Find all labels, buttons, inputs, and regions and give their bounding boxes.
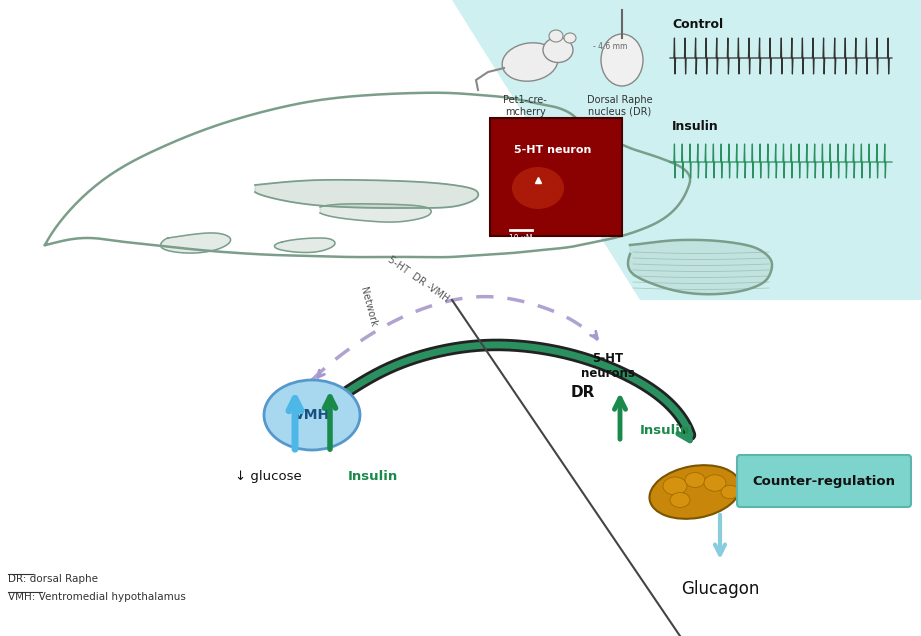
- Ellipse shape: [564, 33, 576, 43]
- Polygon shape: [274, 238, 335, 252]
- Polygon shape: [160, 233, 230, 253]
- Text: DR: dorsal Raphe: DR: dorsal Raphe: [8, 574, 98, 584]
- Text: 5-HT
neurons: 5-HT neurons: [581, 352, 635, 380]
- Text: Dorsal Raphe
nucleus (DR): Dorsal Raphe nucleus (DR): [588, 95, 653, 116]
- Text: - 4.6 mm: - 4.6 mm: [593, 42, 627, 51]
- Text: Network: Network: [358, 286, 379, 328]
- Text: VMH: VMH: [294, 408, 330, 422]
- Text: 10 μM: 10 μM: [509, 234, 532, 243]
- Polygon shape: [628, 240, 772, 294]
- Ellipse shape: [512, 167, 564, 209]
- Text: Insulin: Insulin: [640, 424, 690, 436]
- Text: Pet1-cre-
mcherry: Pet1-cre- mcherry: [503, 95, 547, 116]
- FancyBboxPatch shape: [737, 455, 911, 507]
- Text: 5-HT  DR -VMH: 5-HT DR -VMH: [386, 254, 450, 304]
- Text: Insulin: Insulin: [348, 470, 398, 483]
- Text: ↓ glucose: ↓ glucose: [235, 470, 301, 483]
- Ellipse shape: [670, 492, 690, 508]
- Text: VMH: Ventromedial hypothalamus: VMH: Ventromedial hypothalamus: [8, 592, 186, 602]
- Ellipse shape: [685, 473, 705, 488]
- Polygon shape: [255, 180, 478, 208]
- Polygon shape: [320, 204, 431, 222]
- Text: Control: Control: [672, 18, 723, 31]
- Ellipse shape: [502, 43, 558, 81]
- Ellipse shape: [721, 485, 739, 499]
- Ellipse shape: [663, 477, 687, 495]
- Ellipse shape: [704, 474, 726, 491]
- Ellipse shape: [601, 34, 643, 86]
- FancyBboxPatch shape: [490, 118, 622, 236]
- Text: DR: DR: [571, 385, 595, 400]
- Ellipse shape: [543, 38, 573, 62]
- Text: Insulin: Insulin: [672, 120, 718, 133]
- Text: 5-HT neuron: 5-HT neuron: [514, 145, 591, 155]
- Text: Counter-regulation: Counter-regulation: [752, 474, 895, 488]
- Ellipse shape: [549, 30, 563, 42]
- Ellipse shape: [649, 465, 740, 519]
- Ellipse shape: [264, 380, 360, 450]
- Text: Glucagon: Glucagon: [681, 580, 759, 598]
- Polygon shape: [452, 0, 921, 300]
